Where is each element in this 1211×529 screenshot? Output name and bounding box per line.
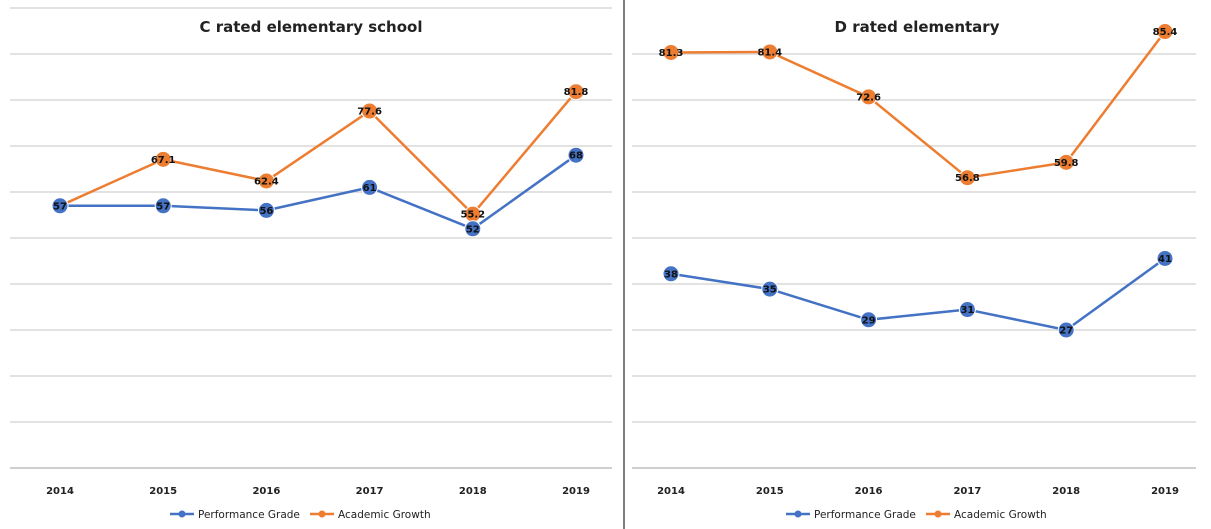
data-point	[257, 201, 275, 219]
data-label: 72.6	[856, 92, 881, 103]
legend-marker	[318, 510, 326, 518]
x-tick-label: 2017	[953, 486, 981, 497]
data-point	[51, 197, 69, 215]
x-tick-label: 2014	[46, 486, 74, 497]
data-point	[860, 311, 878, 329]
data-label: 29	[862, 315, 876, 326]
data-label: 85.4	[1153, 27, 1178, 38]
data-label: 62.4	[254, 176, 279, 187]
data-point	[567, 146, 585, 164]
data-point	[662, 265, 680, 283]
legend-entry: Performance Grade	[198, 509, 300, 521]
x-tick-label: 2016	[252, 486, 280, 497]
series-line	[60, 154, 577, 231]
data-label: 59.8	[1054, 158, 1079, 169]
data-point	[958, 169, 976, 187]
x-tick-label: 2015	[149, 486, 177, 497]
data-label: 27	[1059, 326, 1073, 337]
data-point	[257, 172, 275, 190]
data-point	[761, 43, 779, 61]
series-line	[59, 90, 577, 216]
data-point	[761, 280, 779, 298]
data-label: 38	[664, 269, 678, 280]
data-label: 57	[53, 201, 67, 212]
data-label: 31	[960, 305, 974, 316]
data-label: 56.8	[955, 173, 980, 184]
x-tick-label: 2018	[1052, 486, 1080, 497]
x-tick-label: 2015	[756, 486, 784, 497]
data-label: 55.2	[460, 210, 485, 221]
x-tick-label: 2019	[1151, 486, 1179, 497]
data-point	[1057, 153, 1075, 171]
legend-entry: Performance Grade	[814, 509, 916, 521]
data-point	[1057, 321, 1075, 339]
data-label: 52	[466, 224, 480, 235]
legend-entry: Academic Growth	[338, 509, 431, 521]
data-label: 68	[569, 151, 583, 162]
data-label: 41	[1158, 254, 1172, 265]
data-point	[567, 83, 585, 101]
legend-marker	[794, 510, 802, 518]
data-point	[1156, 23, 1174, 41]
legend-entry: Academic Growth	[954, 509, 1047, 521]
x-tick-label: 2014	[657, 486, 685, 497]
series-line	[670, 30, 1166, 179]
data-label: 61	[363, 183, 377, 194]
data-point	[154, 150, 172, 168]
data-point	[154, 197, 172, 215]
chart-title: D rated elementary	[835, 18, 1000, 36]
data-point	[958, 301, 976, 319]
legend-marker	[178, 510, 186, 518]
x-tick-label: 2018	[459, 486, 487, 497]
x-tick-label: 2019	[562, 486, 590, 497]
data-point	[361, 102, 379, 120]
data-point	[1156, 249, 1174, 267]
legend-marker	[934, 510, 942, 518]
data-point	[361, 178, 379, 196]
x-tick-label: 2016	[855, 486, 883, 497]
data-point	[464, 220, 482, 238]
data-point	[860, 88, 878, 106]
data-label: 35	[763, 285, 777, 296]
data-label: 81.4	[757, 47, 782, 58]
data-label: 81.8	[564, 87, 589, 98]
x-tick-label: 2017	[356, 486, 384, 497]
data-label: 77.6	[357, 107, 382, 118]
data-point	[662, 43, 680, 61]
series-line	[670, 257, 1166, 332]
data-label: 81.3	[659, 48, 684, 59]
data-label: 56	[259, 206, 273, 217]
data-label: 57	[156, 201, 170, 212]
data-label: 67.1	[151, 155, 176, 166]
chart-title: C rated elementary school	[200, 18, 423, 36]
